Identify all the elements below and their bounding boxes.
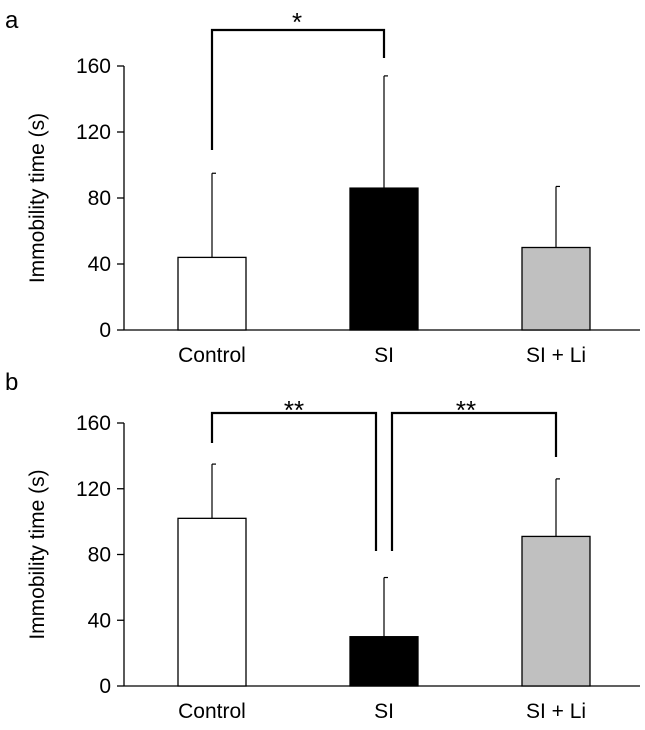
significance-label: * xyxy=(292,7,302,37)
panel-label: b xyxy=(5,369,18,396)
y-tick-label: 80 xyxy=(88,544,111,567)
y-axis-title: Immobility time (s) xyxy=(26,469,49,639)
y-tick-label: 120 xyxy=(76,121,111,144)
panel-b: b 0 40 80 120 160 Immobility time (s) Control SI… xyxy=(5,369,640,723)
x-category-label: SI + Li xyxy=(526,700,586,723)
x-category-label: SI xyxy=(374,344,394,367)
x-category-label: SI + Li xyxy=(526,344,586,367)
y-tick-label: 80 xyxy=(88,187,111,210)
x-category-label: Control xyxy=(178,344,246,367)
significance-label: ** xyxy=(284,395,304,425)
y-tick-label: 40 xyxy=(88,609,111,632)
y-tick-label: 0 xyxy=(99,319,111,342)
y-tick-label: 0 xyxy=(99,675,111,698)
panel-label: a xyxy=(5,7,19,34)
y-tick-label: 40 xyxy=(88,253,111,276)
significance-bracket xyxy=(390,411,558,551)
significance-bracket xyxy=(210,28,386,150)
y-tick-label: 160 xyxy=(76,412,111,435)
bar-si-li xyxy=(521,246,591,331)
significance-bracket xyxy=(210,411,378,551)
bar-si-li xyxy=(521,535,591,687)
y-axis-title: Immobility time (s) xyxy=(26,113,49,283)
y-tick-label: 160 xyxy=(76,55,111,78)
panel-a: a 0 40 80 120 160 Immobility time (s) Control SI… xyxy=(5,7,640,367)
x-category-label: Control xyxy=(178,700,246,723)
y-tick-label: 120 xyxy=(76,478,111,501)
bar-control xyxy=(177,517,247,687)
significance-label: ** xyxy=(456,395,476,425)
bar-si xyxy=(349,636,419,687)
x-category-label: SI xyxy=(374,700,394,723)
bar-control xyxy=(177,256,247,331)
bar-si xyxy=(349,187,419,331)
